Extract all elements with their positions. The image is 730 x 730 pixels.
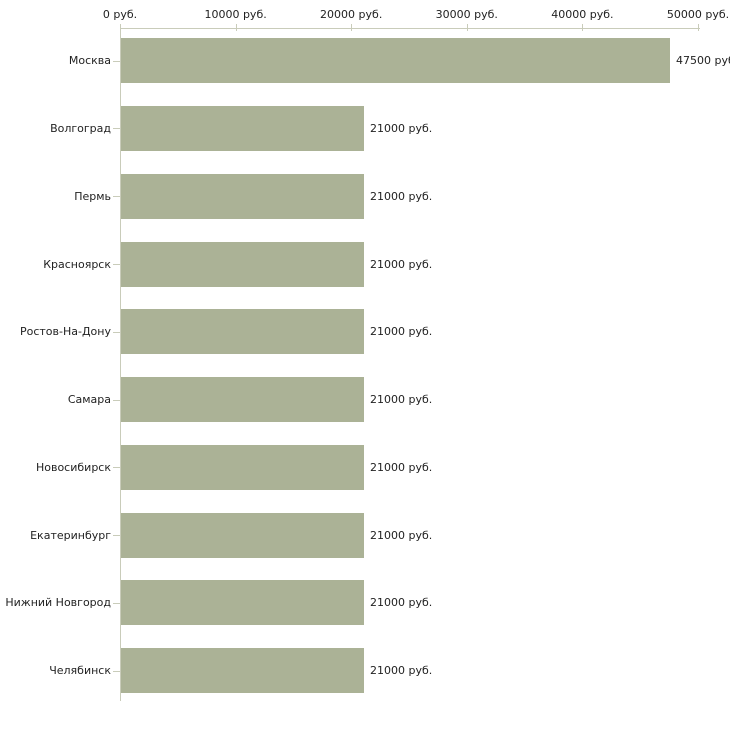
x-axis-tick-mark bbox=[236, 24, 237, 31]
category-label: Пермь bbox=[74, 190, 111, 203]
x-axis-tick-label: 50000 руб. bbox=[666, 8, 730, 21]
y-axis-tick-mark bbox=[113, 467, 120, 468]
value-label: 21000 руб. bbox=[370, 596, 433, 609]
bar-5 bbox=[121, 309, 364, 354]
value-label: 21000 руб. bbox=[370, 664, 433, 677]
category-label: Новосибирск bbox=[35, 461, 111, 474]
x-axis-tick-mark bbox=[351, 24, 352, 31]
category-label: Екатеринбург bbox=[30, 529, 111, 542]
value-label: 21000 руб. bbox=[370, 258, 433, 271]
bar-9 bbox=[121, 580, 364, 625]
value-label: 21000 руб. bbox=[370, 325, 433, 338]
bar-4 bbox=[121, 242, 364, 287]
x-axis-tick-label: 40000 руб. bbox=[551, 8, 614, 21]
value-label: 21000 руб. bbox=[370, 190, 433, 203]
y-axis-tick-mark bbox=[113, 128, 120, 129]
y-axis-tick-mark bbox=[113, 400, 120, 401]
y-axis-tick-mark bbox=[113, 196, 120, 197]
x-axis-tick-mark bbox=[467, 24, 468, 31]
category-label: Самара bbox=[67, 393, 111, 406]
bar-8 bbox=[121, 513, 364, 558]
x-axis-line bbox=[120, 28, 700, 29]
x-axis-tick-label: 10000 руб. bbox=[204, 8, 267, 21]
value-label: 21000 руб. bbox=[370, 529, 433, 542]
bar-2 bbox=[121, 106, 364, 151]
y-axis-tick-mark bbox=[113, 332, 120, 333]
bar-1 bbox=[121, 38, 670, 83]
x-axis-tick-mark bbox=[120, 24, 121, 31]
x-axis-tick-label: 30000 руб. bbox=[435, 8, 498, 21]
category-label: Волгоград bbox=[50, 122, 111, 135]
bar-3 bbox=[121, 174, 364, 219]
category-label: Ростов-На-Дону bbox=[19, 325, 111, 338]
y-axis-tick-mark bbox=[113, 671, 120, 672]
x-axis-tick-label: 0 руб. bbox=[102, 8, 138, 21]
bar-7 bbox=[121, 445, 364, 490]
category-label: Челябинск bbox=[49, 664, 111, 677]
x-axis-tick-label: 20000 руб. bbox=[320, 8, 383, 21]
x-axis-tick-mark bbox=[582, 24, 583, 31]
value-label: 47500 руб. bbox=[676, 54, 730, 67]
category-label: Красноярск bbox=[43, 258, 111, 271]
y-axis-tick-mark bbox=[113, 535, 120, 536]
bar-10 bbox=[121, 648, 364, 693]
y-axis-tick-mark bbox=[113, 603, 120, 604]
category-label: Москва bbox=[68, 54, 111, 67]
value-label: 21000 руб. bbox=[370, 461, 433, 474]
x-axis-tick-mark bbox=[698, 24, 699, 31]
bar-6 bbox=[121, 377, 364, 422]
y-axis-line bbox=[120, 28, 121, 701]
y-axis-tick-mark bbox=[113, 61, 120, 62]
category-label: Нижний Новгород bbox=[5, 596, 111, 609]
value-label: 21000 руб. bbox=[370, 122, 433, 135]
y-axis-tick-mark bbox=[113, 264, 120, 265]
value-label: 21000 руб. bbox=[370, 393, 433, 406]
